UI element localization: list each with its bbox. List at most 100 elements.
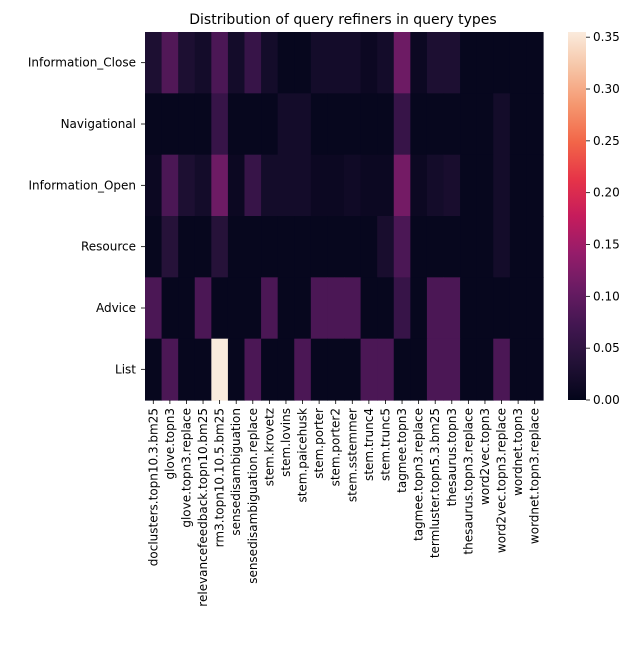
heatmap-cell [211, 32, 229, 94]
x-tick-label: stem.krovetz [262, 408, 276, 486]
colorbar-tick-label: 0.25 [593, 134, 620, 148]
heatmap-cell [161, 277, 179, 340]
x-tick-label: wordnet.topn3 [511, 408, 525, 496]
heatmap-cell [261, 32, 279, 94]
heatmap-cell [526, 32, 544, 94]
heatmap-cell [509, 277, 528, 340]
x-tick-label: stem.trunc4 [362, 408, 376, 481]
colorbar-tick-label: 0.05 [593, 341, 620, 355]
heatmap-cell [443, 216, 461, 278]
heatmap-cell [443, 338, 461, 401]
heatmap-cell [360, 32, 378, 94]
heatmap-cell [244, 277, 262, 340]
heatmap-cell [493, 154, 511, 217]
heatmap-cell [327, 32, 345, 94]
x-tick-label: glove.topn3 [163, 408, 177, 480]
heatmap-cell [211, 154, 229, 217]
heatmap-cell [327, 277, 345, 340]
heatmap-cell [211, 277, 229, 340]
heatmap-cell [294, 93, 312, 156]
heatmap-cell [244, 32, 262, 94]
heatmap-cell [310, 93, 329, 156]
heatmap-cell [145, 216, 163, 278]
colorbar-tick-label: 0.15 [593, 238, 620, 252]
x-tick-label: thesaurus.topn3.replace [461, 408, 475, 555]
heatmap-cell [227, 277, 246, 340]
heatmap-cell [327, 216, 345, 278]
heatmap-cell [426, 154, 445, 217]
heatmap-cell [194, 154, 212, 217]
y-tick-label: Navigational [61, 117, 136, 131]
heatmap-cell [327, 338, 345, 401]
heatmap-cell [526, 277, 544, 340]
heatmap-cell [460, 154, 478, 217]
heatmap-cell [194, 93, 212, 156]
x-tick-label: sensedisambiguation [229, 408, 243, 536]
heatmap-cell [294, 32, 312, 94]
heatmap-cell [277, 154, 295, 217]
y-tick-label: Information_Open [28, 178, 136, 192]
colorbar-tick-labels: 0.00 0.05 0.10 0.15 0.20 0.25 0.30 0.35 [586, 30, 620, 407]
heatmap-cell [310, 216, 329, 278]
heatmap-cell [410, 93, 428, 156]
y-tick-label: List [115, 362, 136, 376]
heatmap-cell [145, 154, 163, 217]
heatmap-cell [277, 338, 295, 401]
heatmap-cell [426, 338, 445, 401]
heatmap-cell [145, 277, 163, 340]
heatmap-cell [526, 216, 544, 278]
heatmap-cell [393, 32, 411, 94]
heatmap-cell [509, 216, 528, 278]
x-tick-label: rm3.topn10.10.5.bm25 [213, 408, 227, 547]
heatmap-cell [294, 216, 312, 278]
heatmap-cell [178, 93, 196, 156]
heatmap-cell [227, 338, 246, 401]
heatmap-cell [460, 338, 478, 401]
heatmap-cell [509, 154, 528, 217]
heatmap-cell [426, 32, 445, 94]
heatmap-cell [344, 277, 362, 340]
heatmap-cell [476, 277, 494, 340]
heatmap-cell [261, 277, 279, 340]
heatmap-cell [493, 338, 511, 401]
heatmap-cell [360, 216, 378, 278]
x-tick-label: sensedisambiguation.replace [246, 408, 260, 584]
heatmap-cell [161, 338, 179, 401]
heatmap-cell [161, 32, 179, 94]
heatmap-cell [377, 277, 395, 340]
heatmap-cell [294, 277, 312, 340]
heatmap-cell [377, 32, 395, 94]
x-tick-label: tagmee.topn3.replace [412, 408, 426, 541]
heatmap-cell [227, 154, 246, 217]
heatmap-cell [194, 32, 212, 94]
heatmap-cell [161, 93, 179, 156]
heatmap-cell [178, 32, 196, 94]
x-tick-label: stem.paicehusk [296, 408, 310, 503]
heatmap-cell [377, 216, 395, 278]
heatmap-cell [509, 32, 528, 94]
x-tick-label: word2vec.topn3.replace [495, 408, 509, 553]
x-tick-label: wordnet.topn3.replace [528, 408, 542, 544]
heatmap-cell [277, 93, 295, 156]
colorbar-tick-label: 0.35 [593, 30, 620, 44]
x-tick-label: stem.porter2 [329, 408, 343, 486]
heatmap-cell [145, 93, 163, 156]
heatmap-cell [377, 154, 395, 217]
heatmap-cell [426, 216, 445, 278]
heatmap-cell [261, 338, 279, 401]
heatmap-cell [426, 93, 445, 156]
heatmap-cell [410, 216, 428, 278]
x-tick-label: stem.trunc5 [378, 408, 392, 481]
heatmap-cell [145, 32, 163, 94]
heatmap-cell [244, 216, 262, 278]
y-tick-labels: Information_Close Navigational Information… [28, 56, 145, 376]
heatmap-cell [460, 32, 478, 94]
heatmap-cell [161, 216, 179, 278]
heatmap-cell [244, 154, 262, 217]
heatmap-cell [327, 154, 345, 217]
x-tick-label: thesaurus.topn3 [445, 408, 459, 506]
x-tick-label: tagmee.topn3 [395, 408, 409, 493]
heatmap-cell [344, 32, 362, 94]
heatmap-cell [476, 216, 494, 278]
heatmap-cell [443, 277, 461, 340]
